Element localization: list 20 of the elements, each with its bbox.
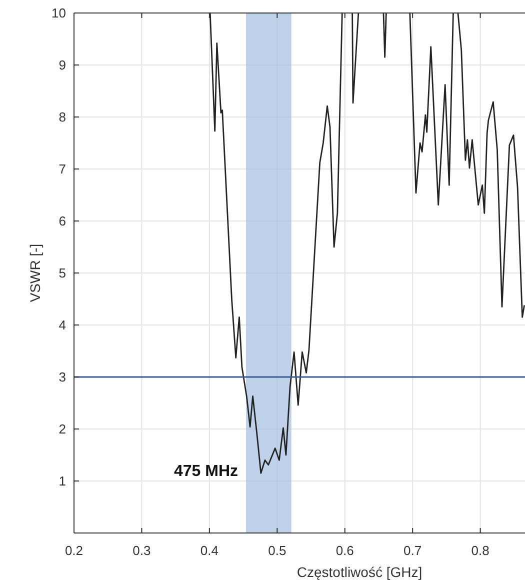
x-tick-label: 0.2 <box>64 543 84 558</box>
x-tick-label: 0.7 <box>404 543 422 558</box>
y-tick-label: 2 <box>58 422 66 436</box>
y-tick-label: 1 <box>58 474 66 488</box>
x-tick-label: 0.4 <box>200 543 218 558</box>
x-tick-label: 0.3 <box>132 543 151 558</box>
y-tick-label: 3 <box>58 370 66 384</box>
y-tick-label: 6 <box>58 214 66 228</box>
y-axis-title: VSWR [-] <box>27 244 43 302</box>
y-tick-label: 5 <box>58 266 66 280</box>
y-tick-label: 7 <box>58 162 66 176</box>
y-tick-label: 10 <box>52 6 66 20</box>
x-tick-label: 0.6 <box>336 543 354 558</box>
x-tick-label: 0.8 <box>471 543 490 558</box>
x-tick-label: 0.5 <box>268 543 286 558</box>
y-tick-label: 8 <box>58 110 66 124</box>
band-label: 475 MHz <box>174 463 238 480</box>
y-tick-label: 9 <box>58 58 66 72</box>
x-axis-title: Częstotliwość [GHz] <box>296 564 422 580</box>
y-tick-label: 4 <box>58 318 66 332</box>
